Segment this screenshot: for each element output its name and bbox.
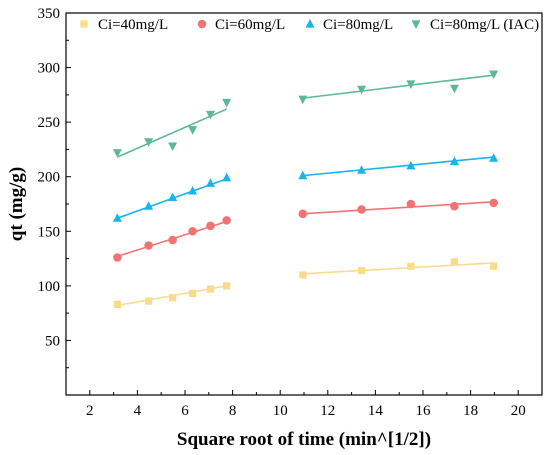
fit-line bbox=[302, 74, 494, 99]
data-point bbox=[406, 199, 416, 209]
legend-item: Ci=80mg/L bbox=[305, 17, 393, 33]
data-point bbox=[112, 149, 122, 158]
data-point bbox=[357, 85, 367, 95]
data-point bbox=[144, 241, 153, 250]
x-tick-label: 18 bbox=[463, 403, 478, 419]
x-tick-label: 12 bbox=[320, 403, 335, 419]
legend-item: Ci=80mg/L (IAC) bbox=[411, 17, 539, 33]
y-tick-label: 150 bbox=[38, 224, 61, 240]
data-point bbox=[205, 110, 215, 120]
data-point bbox=[169, 294, 177, 302]
series-2 bbox=[113, 198, 498, 262]
x-tick-label: 2 bbox=[86, 403, 94, 419]
data-point bbox=[206, 285, 215, 293]
fit-line bbox=[302, 201, 494, 215]
data-point bbox=[489, 198, 498, 208]
data-point bbox=[450, 201, 459, 211]
x-tick-label: 16 bbox=[416, 403, 432, 419]
legend-marker bbox=[305, 19, 315, 28]
x-tick-label: 8 bbox=[229, 403, 237, 419]
chart-marks bbox=[112, 70, 499, 309]
y-tick-label: 350 bbox=[38, 6, 61, 22]
legend-label: Ci=80mg/L bbox=[323, 17, 393, 33]
x-tick-label: 4 bbox=[134, 403, 142, 419]
data-point bbox=[298, 209, 308, 219]
legend-marker bbox=[80, 20, 88, 28]
legend-item: Ci=40mg/L bbox=[80, 17, 168, 33]
data-point bbox=[449, 156, 459, 166]
legend-label: Ci=80mg/L (IAC) bbox=[430, 17, 539, 33]
fit-line bbox=[302, 156, 494, 177]
data-point bbox=[407, 262, 415, 270]
data-point bbox=[298, 95, 308, 105]
legend: Ci=40mg/L Ci=60mg/L Ci=80mg/L Ci=80mg/L (IA… bbox=[80, 17, 539, 33]
legend-label: Ci=40mg/L bbox=[98, 17, 168, 33]
data-point bbox=[223, 282, 231, 290]
y-tick-label: 250 bbox=[38, 115, 61, 131]
data-point bbox=[188, 185, 198, 195]
data-point bbox=[113, 253, 122, 262]
x-tick-label: 14 bbox=[368, 403, 384, 419]
y-tick-label: 200 bbox=[38, 170, 61, 186]
data-point bbox=[450, 258, 459, 266]
data-point bbox=[357, 165, 367, 174]
data-point bbox=[168, 142, 178, 152]
data-point bbox=[490, 262, 498, 270]
data-point bbox=[168, 192, 178, 202]
y-axis-title: qt (mg/g) bbox=[6, 167, 27, 241]
data-point bbox=[144, 201, 154, 210]
series-4 bbox=[112, 70, 499, 158]
data-point bbox=[206, 221, 215, 231]
data-point bbox=[222, 216, 231, 225]
data-point bbox=[144, 297, 153, 305]
axes: 2 4 6 8 10 12 14 16 18 20 50 100 150 200 250 300 350 bbox=[38, 6, 543, 419]
x-tick-label: 6 bbox=[181, 403, 189, 419]
data-point bbox=[357, 205, 366, 214]
data-point bbox=[168, 235, 177, 245]
x-tick-label: 10 bbox=[273, 403, 288, 419]
data-point bbox=[222, 172, 232, 182]
data-point bbox=[112, 213, 122, 222]
data-point bbox=[357, 266, 366, 275]
fit-line bbox=[117, 108, 227, 158]
data-point bbox=[189, 289, 197, 298]
data-point bbox=[406, 160, 416, 170]
data-point bbox=[449, 84, 459, 94]
data-point bbox=[299, 271, 307, 279]
legend-item: Ci=60mg/L bbox=[197, 17, 285, 33]
y-tick-label: 300 bbox=[38, 61, 61, 77]
legend-label: Ci=60mg/L bbox=[215, 17, 285, 33]
series-1 bbox=[113, 258, 498, 309]
y-tick-label: 100 bbox=[38, 279, 61, 295]
data-point bbox=[298, 170, 308, 180]
legend-marker bbox=[197, 19, 207, 29]
data-point bbox=[406, 80, 416, 89]
data-point bbox=[188, 126, 198, 135]
data-point bbox=[205, 178, 215, 187]
data-point bbox=[188, 227, 197, 236]
fit-line bbox=[302, 262, 494, 275]
y-tick-label: 50 bbox=[45, 333, 60, 349]
data-point bbox=[144, 138, 154, 147]
x-axis-title: Square root of time (min^[1/2]) bbox=[177, 429, 431, 450]
data-point bbox=[489, 153, 499, 162]
data-point bbox=[489, 70, 499, 80]
data-point bbox=[222, 98, 232, 108]
x-tick-label: 20 bbox=[511, 403, 526, 419]
data-point bbox=[113, 300, 122, 309]
legend-marker bbox=[411, 20, 421, 29]
series-3 bbox=[112, 153, 499, 222]
